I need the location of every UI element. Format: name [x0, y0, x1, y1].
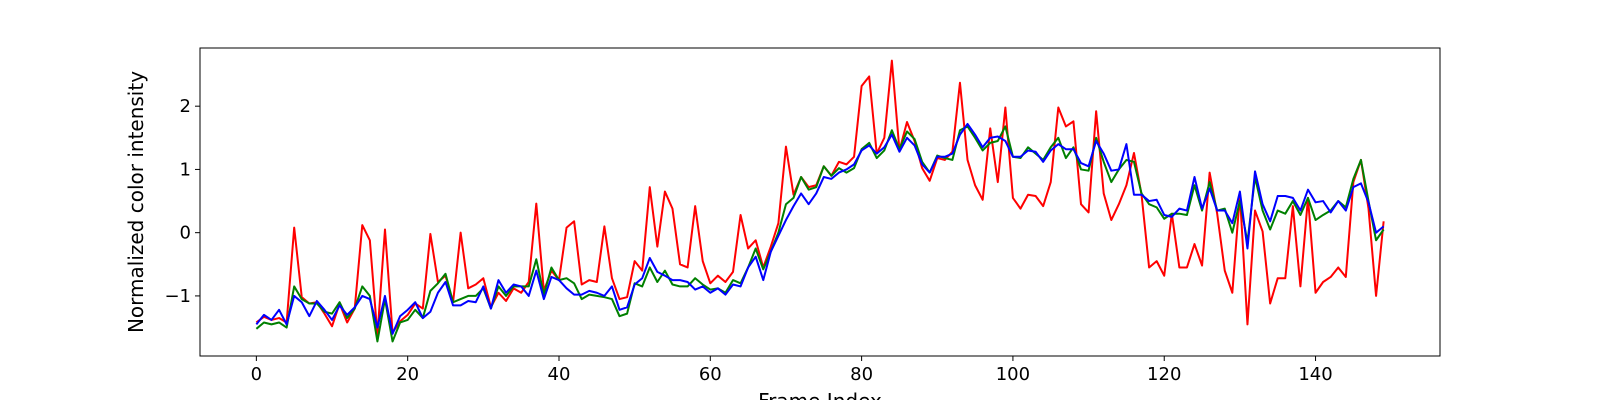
plot-frame [199, 47, 1441, 357]
x-tick-label: 140 [1298, 364, 1332, 385]
x-tick-label: 60 [699, 364, 722, 385]
y-tick-label: 1 [180, 159, 191, 180]
x-tick-label: 100 [996, 364, 1030, 385]
x-axis-ticks: 0 20 40 60 80 100 120 140 [251, 356, 1333, 385]
y-tick-label: 2 [180, 96, 191, 117]
y-tick-label: 0 [180, 223, 191, 244]
y-axis-ticks: −1 0 1 2 [164, 96, 200, 307]
x-tick-label: 40 [548, 364, 571, 385]
x-tick-label: 0 [251, 364, 262, 385]
series-layer [255, 59, 1385, 343]
x-tick-label: 20 [396, 364, 419, 385]
y-tick-label: −1 [164, 286, 191, 307]
x-axis-label: Frame Index [758, 389, 882, 400]
series-line-2 [255, 122, 1385, 335]
x-tick-label: 120 [1147, 364, 1181, 385]
y-axis-label: Normalized color intensity [124, 71, 148, 333]
x-tick-label: 80 [850, 364, 873, 385]
series-line-1 [255, 125, 1385, 343]
